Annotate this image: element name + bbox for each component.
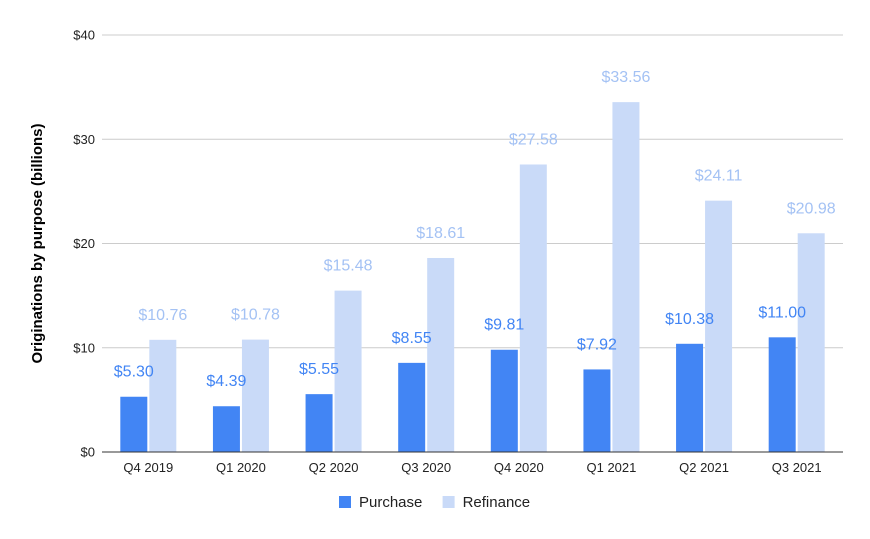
data-label-purchase: $11.00 [758, 304, 806, 321]
data-label-purchase: $4.39 [206, 373, 246, 390]
data-label-refinance: $27.58 [509, 131, 558, 148]
data-label-purchase: $5.55 [299, 361, 339, 378]
bar-purchase [398, 362, 426, 452]
x-tick-label: Q1 2020 [216, 460, 266, 475]
bar-purchase [676, 343, 704, 452]
data-labels: $5.30 $10.76 $4.39 $10.78 $5.55 $15.48 $8.55 $1… [114, 69, 836, 390]
legend-swatch-refinance [442, 496, 455, 508]
x-tick-label: Q2 2021 [679, 460, 729, 475]
data-label-refinance: $20.98 [787, 200, 836, 217]
y-tick-label: $0 [81, 445, 95, 460]
data-label-purchase: $7.92 [577, 336, 617, 353]
bar-purchase [768, 337, 796, 452]
bar-purchase [583, 369, 611, 452]
bar-purchase [212, 406, 240, 452]
bar-purchase [305, 394, 333, 452]
bar-refinance [519, 164, 547, 452]
bar-refinance [241, 339, 269, 452]
bar-refinance [705, 200, 733, 452]
data-label-refinance: $15.48 [324, 258, 373, 275]
x-tick-label: Q1 2021 [587, 460, 637, 475]
bar-refinance [334, 290, 362, 452]
data-label-refinance: $10.76 [138, 307, 187, 324]
y-axis-ticks: $0 $10 $20 $30 $40 [73, 28, 95, 460]
legend-label-refinance: Refinance [463, 494, 531, 511]
data-label-refinance: $18.61 [416, 225, 465, 242]
y-tick-label: $40 [73, 28, 95, 43]
bar-refinance [149, 339, 177, 452]
legend-swatch-purchase [339, 496, 351, 508]
x-tick-label: Q4 2019 [123, 460, 173, 475]
y-tick-label: $30 [73, 132, 95, 147]
x-axis-ticks: Q4 2019 Q1 2020 Q2 2020 Q3 2020 Q4 2020 Q1 20… [123, 460, 821, 475]
bar-refinance [797, 233, 825, 452]
legend-label-purchase: Purchase [359, 494, 422, 511]
bar-purchase [490, 349, 518, 452]
x-tick-label: Q3 2020 [401, 460, 451, 475]
y-tick-label: $20 [73, 236, 95, 251]
data-label-purchase: $10.38 [665, 311, 714, 328]
data-label-refinance: $10.78 [231, 307, 280, 324]
data-label-purchase: $5.30 [114, 364, 154, 381]
y-tick-label: $10 [73, 340, 95, 355]
data-label-purchase: $9.81 [484, 317, 524, 334]
y-axis-title: Originations by purpose (billions) [29, 123, 46, 363]
bar-purchase [120, 396, 148, 452]
bar-refinance [427, 257, 455, 452]
bar-refinance [612, 102, 640, 453]
data-label-refinance: $24.11 [695, 168, 743, 185]
x-tick-label: Q3 2021 [772, 460, 822, 475]
legend: Purchase Refinance [339, 494, 530, 511]
data-label-purchase: $8.55 [392, 330, 432, 347]
data-label-refinance: $33.56 [601, 69, 650, 86]
bars [120, 102, 825, 453]
x-tick-label: Q2 2020 [309, 460, 359, 475]
x-tick-label: Q4 2020 [494, 460, 544, 475]
